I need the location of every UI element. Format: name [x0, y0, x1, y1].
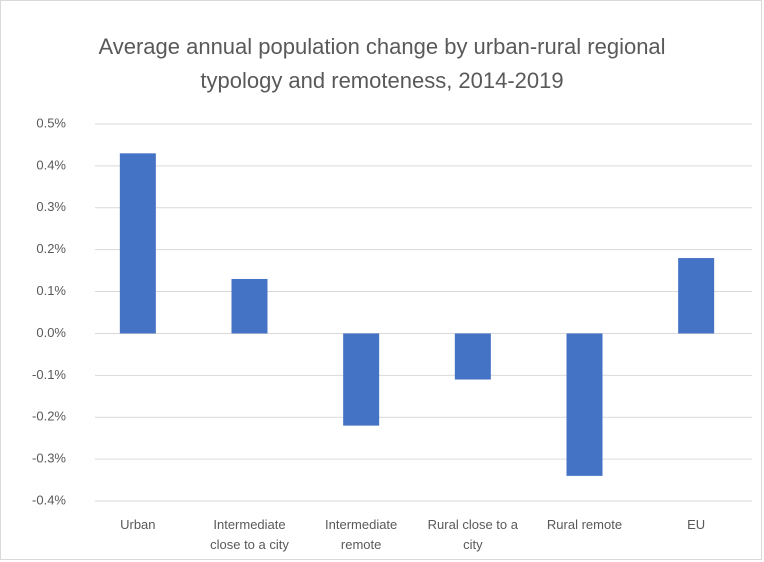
x-tick-label: EU: [687, 517, 706, 532]
y-tick-label: 0.1%: [36, 283, 66, 298]
bar: [454, 333, 491, 380]
y-tick-label: -0.1%: [32, 367, 66, 382]
y-tick-label: -0.2%: [32, 409, 66, 424]
x-tick-label: Intermediate close to a city: [210, 517, 289, 552]
x-tick-label: Intermediate remote: [325, 517, 398, 552]
bar: [566, 333, 603, 476]
y-tick-label: -0.4%: [32, 492, 66, 507]
y-tick-label: 0.4%: [36, 157, 66, 172]
bar: [343, 333, 380, 426]
bar: [678, 258, 715, 334]
y-tick-label: -0.3%: [32, 451, 66, 466]
chart-title: Average annual population change by urba…: [98, 34, 666, 93]
bar: [231, 278, 268, 334]
y-tick-label: 0.5%: [36, 115, 66, 130]
y-tick-label: 0.2%: [36, 241, 66, 256]
y-tick-label: 0.0%: [36, 325, 66, 340]
x-tick-label: Rural close to a city: [427, 517, 518, 552]
y-tick-label: 0.3%: [36, 199, 66, 214]
bar: [119, 153, 156, 334]
x-tick-label: Rural remote: [546, 517, 623, 532]
x-tick-label: Urban: [120, 517, 156, 532]
